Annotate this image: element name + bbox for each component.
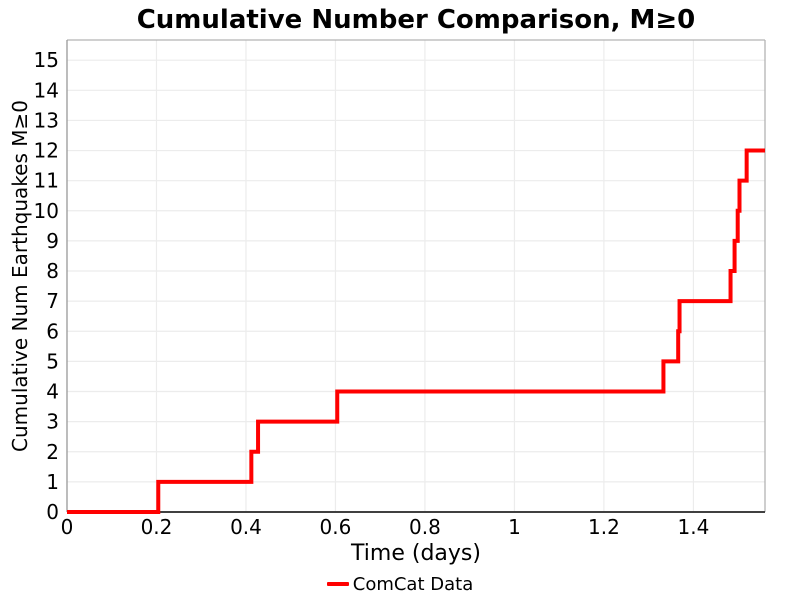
y-tick-label: 3 — [46, 410, 59, 434]
x-axis-label: Time (days) — [351, 541, 481, 566]
legend: ComCat Data — [0, 571, 800, 597]
axis-spines — [66, 39, 766, 513]
y-tick-label: 0 — [46, 500, 59, 524]
y-tick-label: 10 — [34, 199, 59, 223]
x-tick-label: 0.8 — [409, 515, 441, 539]
grid-layer — [67, 40, 765, 512]
y-tick-label: 15 — [34, 48, 59, 72]
y-tick-label: 2 — [46, 440, 59, 464]
series-layer — [67, 148, 765, 514]
y-tick-label: 11 — [34, 169, 59, 193]
tick-label-layer: 0 0.2 0.4 0.6 0.8 1 1.2 1.401234567891011121314… — [34, 48, 710, 539]
y-tick-label: 9 — [46, 229, 59, 253]
y-tick-label: 1 — [46, 470, 59, 494]
y-tick-label: 12 — [34, 139, 59, 163]
x-tick-label: 1 — [508, 515, 521, 539]
chart-title: Cumulative Number Comparison, M≥0 — [136, 5, 696, 35]
x-tick-label: 0.4 — [230, 515, 262, 539]
y-tick-label: 13 — [34, 108, 59, 132]
x-tick-label: 0.6 — [320, 515, 352, 539]
x-tick-label: 1.4 — [678, 515, 710, 539]
y-tick-label: 4 — [46, 380, 59, 404]
y-axis-label: Cumulative Num Earthquakes M≥0 — [8, 100, 32, 452]
legend-line-swatch — [326, 582, 349, 586]
x-tick-label: 1.2 — [588, 515, 620, 539]
y-tick-label: 6 — [46, 319, 59, 343]
y-tick-label: 5 — [46, 349, 59, 373]
legend-label: ComCat Data — [352, 573, 474, 595]
x-tick-label: 0.2 — [141, 515, 173, 539]
y-tick-label: 14 — [34, 78, 59, 102]
x-tick-label: 0 — [61, 515, 74, 539]
step-line — [67, 148, 765, 514]
y-tick-label: 7 — [46, 289, 59, 313]
y-tick-label: 8 — [46, 259, 59, 283]
